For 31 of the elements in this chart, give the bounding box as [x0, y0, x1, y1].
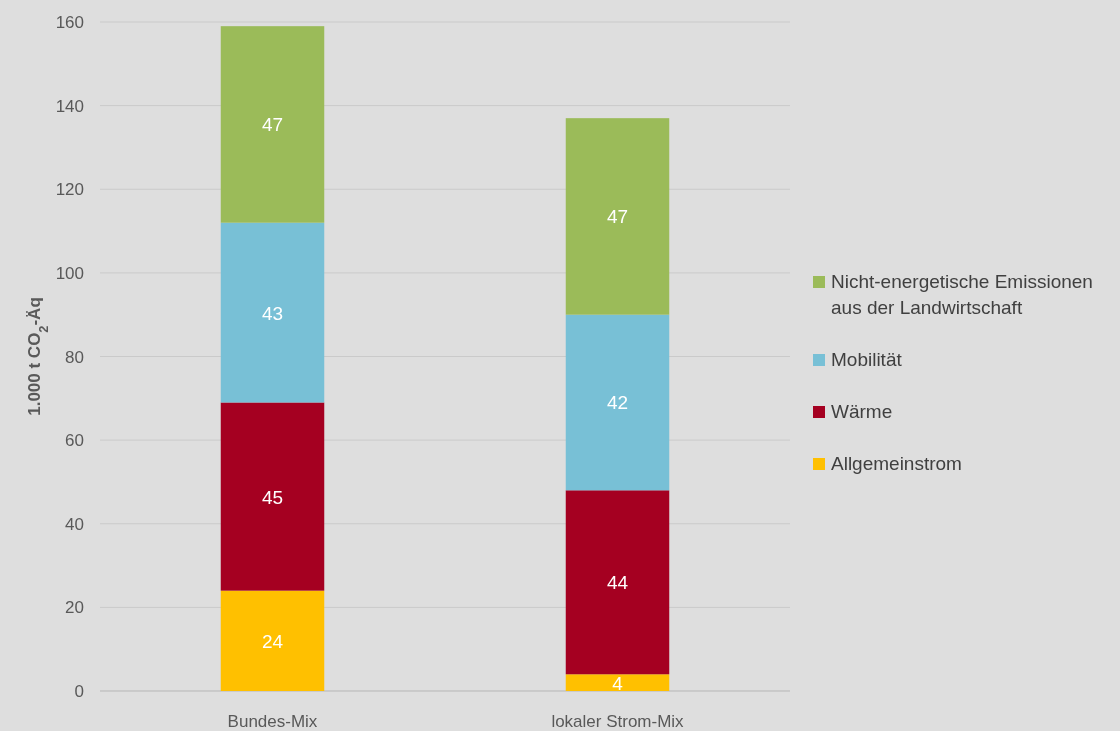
bar [565, 314, 670, 491]
data-label: 43 [261, 302, 284, 324]
y-tick-label: 100 [55, 263, 84, 283]
data-label: 44 [606, 572, 629, 594]
bar [220, 402, 325, 591]
y-tick-label: 40 [65, 514, 84, 534]
x-tick-label: Bundes-Mix [227, 712, 318, 731]
legend-label: Wärme [831, 401, 893, 422]
y-tick-label: 160 [55, 13, 84, 32]
data-label: 24 [261, 630, 284, 652]
bar [220, 26, 325, 223]
legend-label: Mobilität [831, 349, 903, 370]
legend-label: Nicht-energetische Emissionen aus der Landwirtschaft [831, 271, 1093, 318]
data-label: 47 [261, 114, 284, 136]
bar [565, 118, 670, 315]
data-label: 42 [606, 392, 629, 414]
data-label: 4 [612, 672, 624, 694]
y-tick-label: 80 [65, 347, 84, 367]
x-tick-label: lokaler Strom-Mix [551, 712, 685, 731]
y-tick-label: 120 [55, 180, 84, 200]
bar [565, 490, 670, 675]
bar [220, 222, 325, 403]
bar [220, 590, 325, 691]
y-tick-label: 20 [65, 598, 84, 618]
legend-label: Allgemeinstrom [831, 453, 962, 474]
data-label: 45 [261, 486, 284, 508]
bar [565, 674, 670, 691]
y-tick-label: 140 [55, 96, 84, 116]
y-tick-label: 0 [74, 682, 84, 701]
y-tick-label: 60 [65, 431, 84, 451]
data-label: 47 [606, 206, 629, 228]
